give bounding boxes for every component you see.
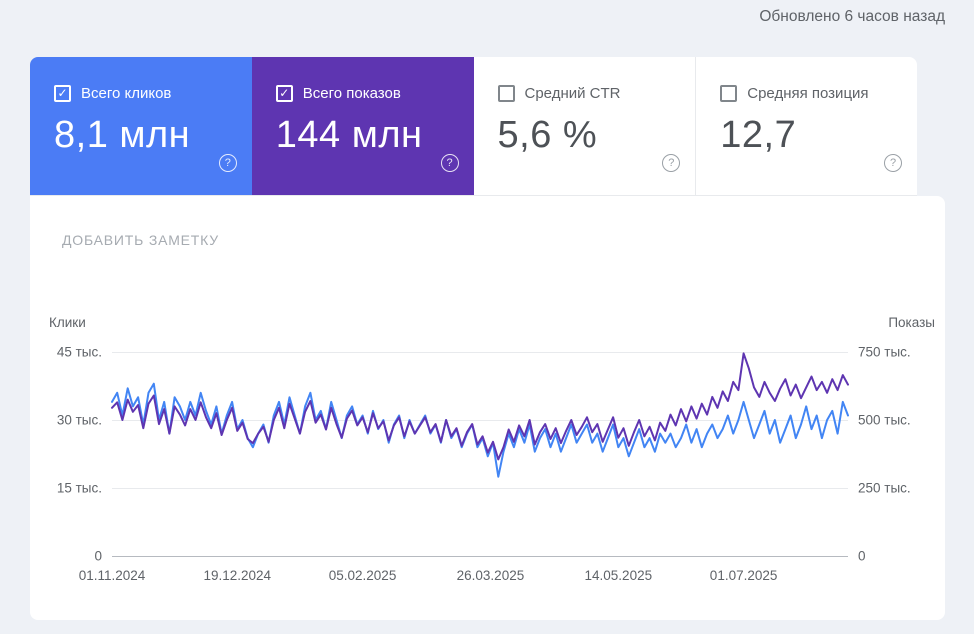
checkbox-total-clicks[interactable]: ✓ [54, 85, 71, 102]
x-tick-label: 14.05.2025 [584, 568, 653, 583]
metric-label: Средняя позиция [747, 85, 869, 102]
gridline [112, 352, 848, 353]
add-note-button[interactable]: ДОБАВИТЬ ЗАМЕТКУ [62, 232, 219, 248]
metric-label: Всего показов [302, 85, 401, 102]
chart-plot[interactable] [111, 352, 849, 557]
gridline [112, 556, 848, 557]
left-tick-label: 0 [94, 548, 102, 564]
metric-value: 12,7 [720, 114, 797, 156]
checkbox-average-position[interactable] [720, 85, 738, 102]
x-tick-label: 01.07.2025 [709, 568, 778, 583]
updated-status: Обновлено 6 часов назад [759, 8, 945, 25]
x-tick-label: 26.03.2025 [456, 568, 525, 583]
metric-card-total-clicks[interactable]: ✓ Всего кликов 8,1 млн ? [30, 57, 252, 195]
metric-card-average-position[interactable]: Средняя позиция 12,7 ? [695, 57, 917, 195]
x-tick-label: 05.02.2025 [328, 568, 397, 583]
right-axis-title: Показы [888, 315, 935, 330]
right-tick-label: 750 тыс. [858, 344, 911, 360]
metric-value: 144 млн [275, 114, 423, 156]
metric-card-total-impressions[interactable]: ✓ Всего показов 144 млн ? [251, 57, 474, 195]
right-tick-label: 500 тыс. [858, 412, 911, 428]
metric-label-row: Средняя позиция [720, 85, 917, 102]
help-icon[interactable]: ? [662, 154, 681, 172]
help-icon[interactable]: ? [218, 154, 237, 172]
metric-value: 8,1 млн [54, 114, 191, 156]
metric-value: 5,6 % [497, 114, 598, 156]
left-axis-tick-labels: 45 тыс. 30 тыс. 15 тыс. 0 [30, 345, 102, 564]
metric-label: Всего кликов [81, 85, 172, 102]
metric-card-average-ctr[interactable]: Средний CTR 5,6 % ? [474, 57, 696, 195]
right-tick-label: 250 тыс. [858, 480, 911, 496]
metric-label: Средний CTR [524, 85, 621, 102]
x-tick-label: 19.12.2024 [203, 568, 272, 583]
chart-panel: ДОБАВИТЬ ЗАМЕТКУ Клики Показы 45 тыс. 30 … [30, 196, 945, 620]
left-tick-label: 15 тыс. [56, 480, 102, 496]
gridline [112, 420, 848, 421]
metric-label-row: ✓ Всего показов [275, 85, 474, 102]
right-axis-tick-labels: 750 тыс. 500 тыс. 250 тыс. 0 [858, 345, 942, 564]
checkbox-total-impressions[interactable]: ✓ [275, 85, 293, 102]
gridline [112, 488, 848, 489]
metric-cards-row: ✓ Всего кликов 8,1 млн ? ✓ Всего показов… [30, 57, 917, 196]
chart-gridlines [112, 352, 848, 557]
right-tick-label: 0 [858, 548, 866, 564]
help-icon[interactable]: ? [884, 154, 902, 172]
series-line-right [111, 352, 849, 461]
help-icon[interactable]: ? [440, 154, 459, 172]
x-tick-label: 01.11.2024 [78, 568, 146, 583]
left-tick-label: 45 тыс. [56, 344, 102, 360]
metric-label-row: ✓ Всего кликов [54, 85, 252, 102]
checkbox-average-ctr[interactable] [497, 85, 515, 102]
x-axis-tick-labels: 01.11.2024 19.12.2024 05.02.2025 26.03.2025… [79, 568, 848, 588]
metric-label-row: Средний CTR [497, 85, 696, 102]
left-tick-label: 30 тыс. [56, 412, 102, 428]
left-axis-title: Клики [49, 315, 86, 330]
